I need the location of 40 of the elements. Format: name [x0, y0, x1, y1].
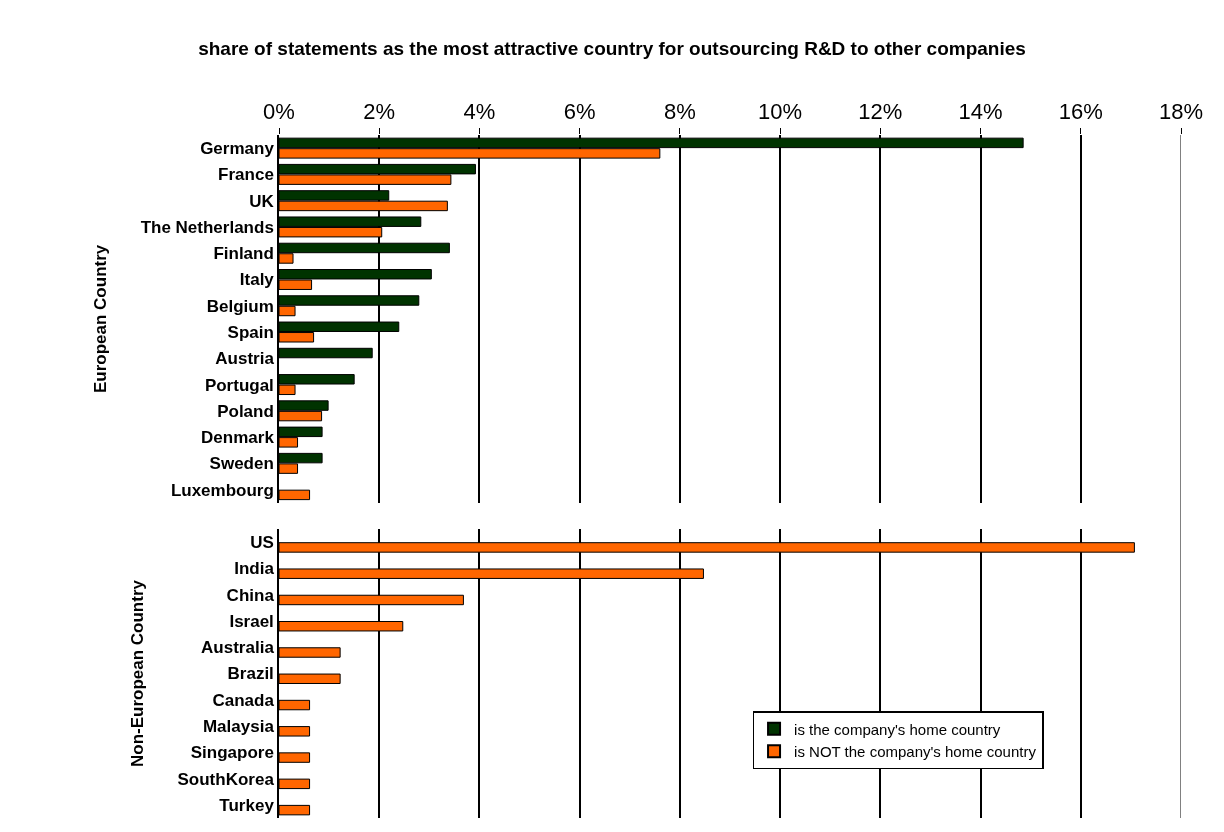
y-tick-label: The Netherlands [140, 217, 274, 237]
y-tick-label: Austria [215, 349, 275, 369]
y-tick-label: India [234, 559, 275, 579]
y-tick-label: Finland [213, 244, 274, 264]
x-tick-label: 6% [563, 99, 596, 125]
chart-title: share of statements as the most attractive country for outsourcing R&D to other companies [198, 38, 1026, 60]
legend-label: is NOT the company's home country [794, 743, 1037, 761]
x-tick-label: 4% [463, 99, 496, 125]
y-tick-label: Brazil [227, 664, 274, 684]
y-axis-title: Non-European Country [127, 579, 147, 768]
x-tick-label: 18% [1158, 99, 1204, 125]
y-tick-label: Sweden [209, 454, 274, 474]
y-tick-label: Luxembourg [170, 480, 274, 500]
y-tick-label: Australia [201, 638, 275, 658]
y-tick-label: Portugal [204, 375, 274, 395]
y-tick-label: Canada [212, 690, 275, 710]
x-tick-label: 8% [663, 99, 696, 125]
x-tick-label: 16% [1058, 99, 1103, 125]
y-tick-label: Israel [229, 611, 274, 631]
y-tick-label: SouthKorea [177, 769, 275, 789]
y-tick-label: Spain [227, 322, 274, 342]
x-tick-label: 0% [263, 99, 295, 125]
y-tick-label: China [226, 585, 275, 605]
y-axis-title: European Country [90, 244, 110, 394]
x-tick-label: 14% [958, 99, 1003, 125]
x-tick-label: 12% [858, 99, 903, 125]
legend-label: is the company's home country [794, 720, 1001, 738]
y-tick-label: Poland [217, 401, 274, 421]
x-tick-label: 10% [758, 99, 803, 125]
y-tick-label: Malaysia [202, 717, 275, 737]
y-tick-label: US [250, 533, 274, 553]
y-tick-label: Turkey [219, 795, 275, 815]
y-tick-label: Denmark [201, 428, 275, 448]
y-tick-label: Belgium [206, 296, 274, 316]
y-tick-label: Germany [200, 139, 275, 159]
y-tick-label: Singapore [190, 743, 274, 763]
y-tick-label: Italy [239, 270, 275, 290]
y-tick-label: UK [249, 191, 275, 211]
y-tick-label: France [218, 165, 274, 185]
x-tick-label: 2% [363, 99, 396, 125]
